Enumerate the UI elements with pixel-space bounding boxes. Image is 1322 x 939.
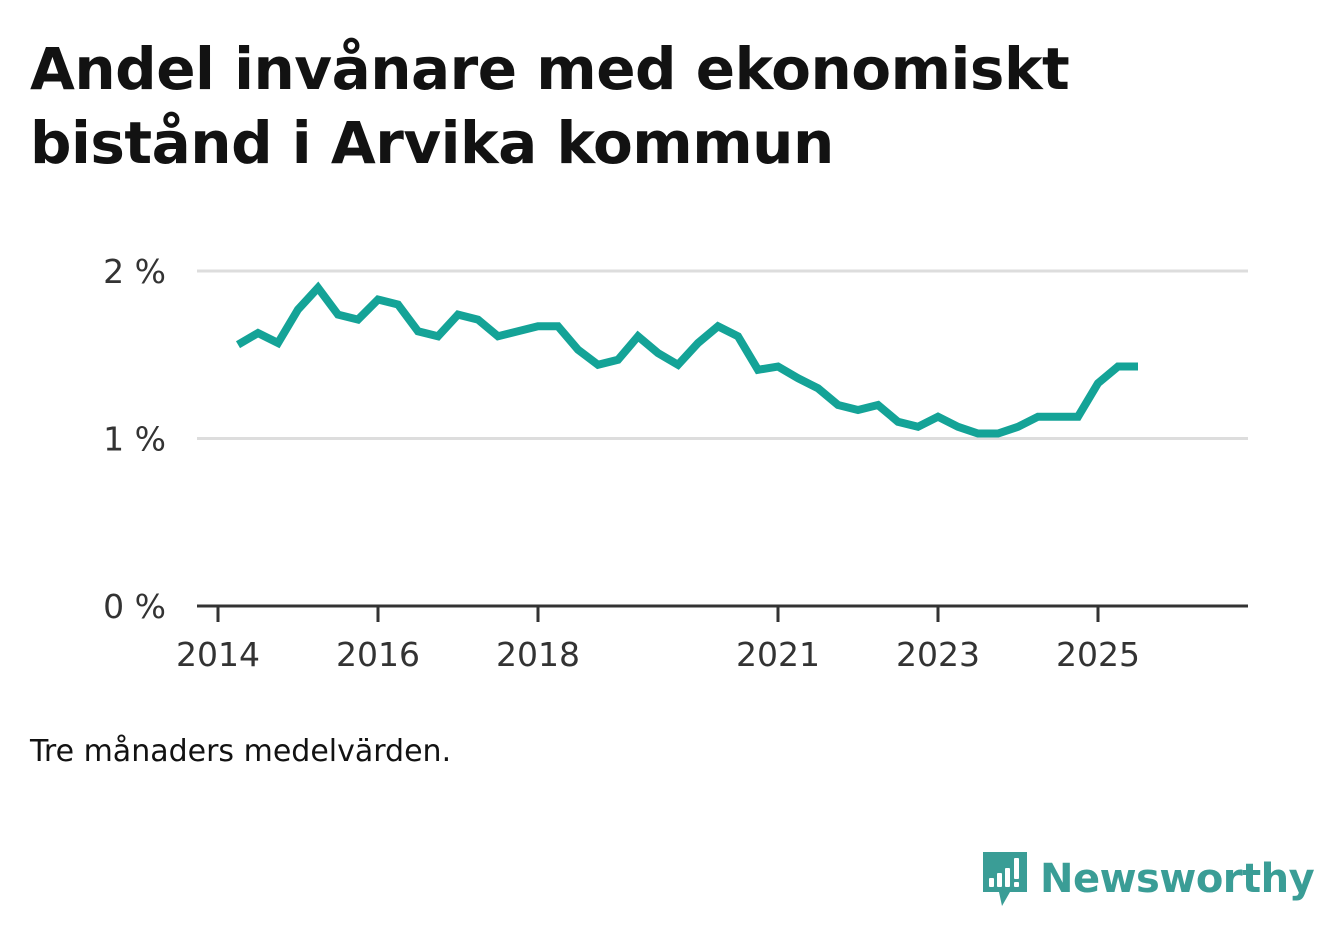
line-chart: 0 % 1 % 2 % 2014 2016 2018 2021 2023 2025 <box>103 252 1248 674</box>
brand-name: Newsworthy <box>1040 856 1315 902</box>
bar-chart-speech-bubble-icon <box>983 852 1027 906</box>
x-tick-label: 2016 <box>336 635 420 674</box>
x-axis: 2014 2016 2018 2021 2023 2025 <box>176 604 1248 674</box>
chart-title-line-1: Andel invånare med ekonomiskt <box>30 35 1070 103</box>
x-tick-label: 2023 <box>896 635 980 674</box>
x-tick-label: 2025 <box>1056 635 1140 674</box>
y-axis-labels: 0 % 1 % 2 % <box>103 252 166 626</box>
footnote: Tre månaders medelvärden. <box>30 734 452 769</box>
newsworthy-logo: Newsworthy <box>980 848 1315 910</box>
x-tick-label: 2014 <box>176 635 260 674</box>
y-tick-label: 1 % <box>103 420 166 459</box>
series-line-0 <box>235 281 1138 438</box>
x-tick-label: 2018 <box>496 635 580 674</box>
chart-title-line-2: bistånd i Arvika kommun <box>30 109 834 177</box>
gridlines <box>197 269 1248 440</box>
chart-title: Andel invånare med ekonomiskt bistånd i … <box>30 32 1230 180</box>
y-tick-label: 2 % <box>103 252 166 291</box>
y-tick-label: 0 % <box>103 587 166 626</box>
series-layer <box>235 281 1138 438</box>
x-tick-label: 2021 <box>736 635 820 674</box>
